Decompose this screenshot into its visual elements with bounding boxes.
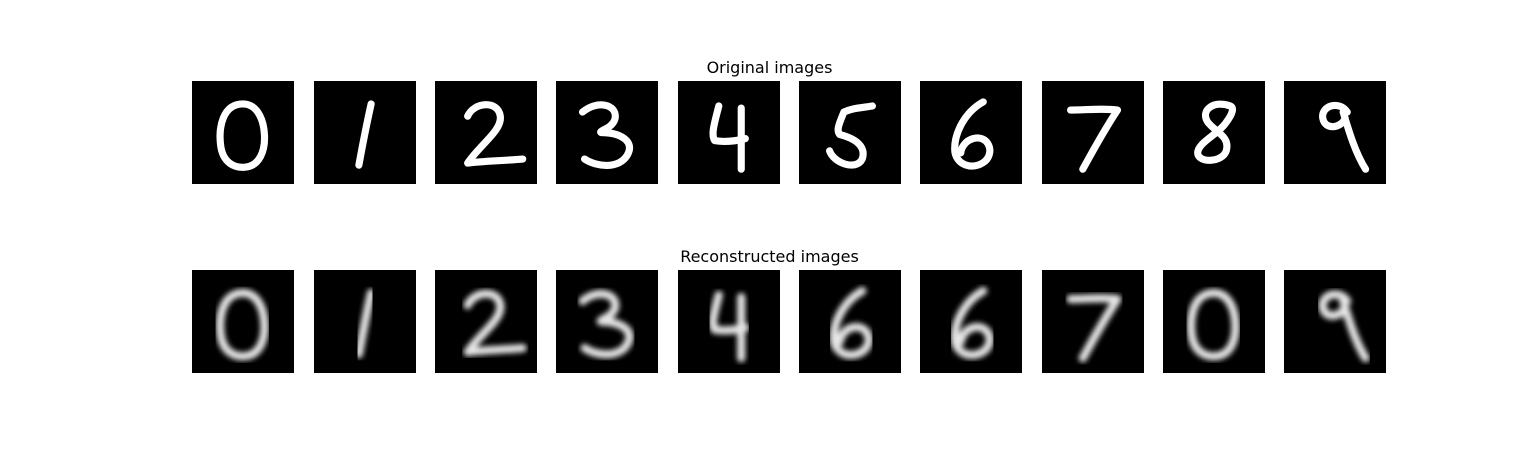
digit-glyph-3 <box>556 81 658 184</box>
reconstructed-digit-image <box>192 270 294 373</box>
digit-glyph-6 <box>799 270 901 373</box>
digit-glyph-9 <box>1284 270 1386 373</box>
original-digit-image <box>435 81 537 184</box>
digit-stroke <box>950 286 994 360</box>
digit-glyph-6 <box>920 270 1022 373</box>
digit-glyph-7 <box>1042 270 1144 373</box>
digit-glyph-4 <box>678 81 780 184</box>
digit-stroke <box>354 288 376 359</box>
digit-stroke <box>355 100 375 169</box>
original-digit-image <box>556 81 658 184</box>
digit-glyph-1 <box>314 81 416 184</box>
digit-stroke <box>578 289 634 359</box>
digit-glyph-0 <box>192 81 294 184</box>
digit-glyph-3 <box>556 270 658 373</box>
digit-stroke <box>578 101 633 169</box>
original-digit-image <box>1163 81 1265 184</box>
reconstructed-digit-image <box>678 270 780 373</box>
digit-stroke <box>829 286 873 360</box>
reconstructed-digit-image <box>920 270 1022 373</box>
original-digit-image <box>192 81 294 184</box>
reconstructed-digit-image <box>799 270 901 373</box>
digit-glyph-1 <box>314 270 416 373</box>
digit-stroke <box>463 289 527 357</box>
digit-glyph-8 <box>1163 81 1265 184</box>
digit-stroke <box>709 102 749 173</box>
digit-stroke <box>1066 105 1122 173</box>
digit-glyph-5 <box>799 81 901 184</box>
reconstructed-images-title: Reconstructed images <box>680 247 859 266</box>
reconstructed-digit-image <box>1284 270 1386 373</box>
original-digit-image <box>678 81 780 184</box>
original-digit-image <box>1284 81 1386 184</box>
digit-glyph-7 <box>1042 81 1144 184</box>
reconstructed-digit-image <box>435 270 537 373</box>
digit-stroke <box>1187 288 1240 361</box>
digit-stroke <box>216 100 269 171</box>
digit-glyph-9 <box>1284 81 1386 184</box>
digit-stroke <box>1066 294 1122 363</box>
original-digit-image <box>799 81 901 184</box>
original-digit-image <box>920 81 1022 184</box>
digit-glyph-0 <box>1163 270 1265 373</box>
digit-glyph-2 <box>435 270 537 373</box>
digit-stroke <box>708 290 750 363</box>
digit-glyph-2 <box>435 81 537 184</box>
digit-glyph-4 <box>678 270 780 373</box>
digit-stroke <box>1194 100 1236 164</box>
reconstructed-digit-image <box>556 270 658 373</box>
digit-stroke <box>216 288 269 361</box>
reconstructed-digit-image <box>314 270 416 373</box>
original-digit-image <box>314 81 416 184</box>
digit-glyph-0 <box>192 270 294 373</box>
digit-stroke <box>1319 101 1370 173</box>
digit-stroke <box>951 98 994 170</box>
reconstructed-digit-image <box>1163 270 1265 373</box>
digit-glyph-6 <box>920 81 1022 184</box>
digit-stroke <box>1318 290 1370 363</box>
digit-stroke <box>826 102 877 169</box>
original-digit-image <box>1042 81 1144 184</box>
original-images-title: Original images <box>706 58 833 77</box>
digit-stroke <box>464 101 527 167</box>
reconstructed-digit-image <box>1042 270 1144 373</box>
